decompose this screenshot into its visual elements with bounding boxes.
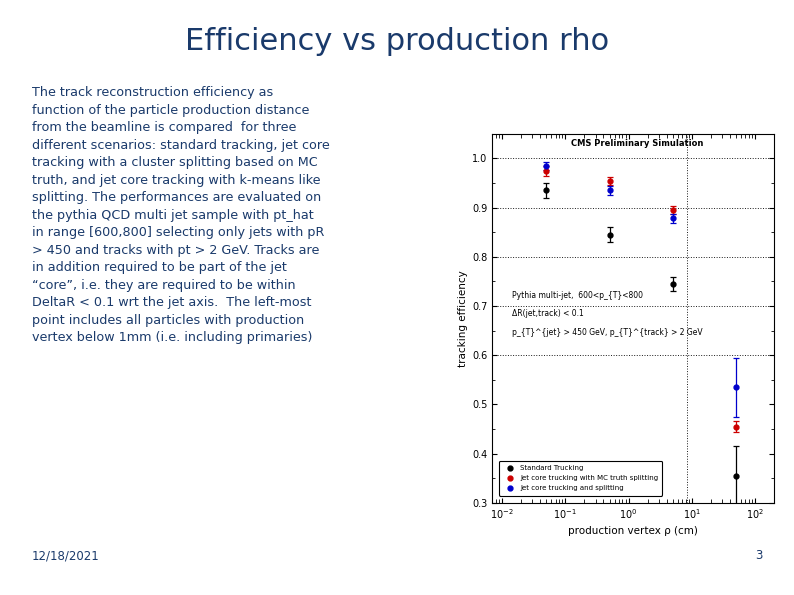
Y-axis label: tracking efficiency: tracking efficiency [458,270,468,367]
Legend: Standard Trucking, Jet core trucking with MC truth splitting, Jet core trucking : Standard Trucking, Jet core trucking wit… [499,461,662,496]
Text: Efficiency vs production rho: Efficiency vs production rho [185,27,609,56]
Text: 3: 3 [755,549,762,562]
Text: 12/18/2021: 12/18/2021 [32,549,99,562]
Text: ΔR(jet,track) < 0.1: ΔR(jet,track) < 0.1 [512,309,584,318]
X-axis label: production vertex ρ (cm): production vertex ρ (cm) [569,525,698,536]
Text: CMS Preliminary Simulation: CMS Preliminary Simulation [571,139,703,148]
Text: Pythia multi-jet,  600<p_{T}<800: Pythia multi-jet, 600<p_{T}<800 [512,291,643,300]
Text: The track reconstruction efficiency as
function of the particle production dista: The track reconstruction efficiency as f… [32,86,330,345]
Text: p_{T}^{jet} > 450 GeV, p_{T}^{track} > 2 GeV: p_{T}^{jet} > 450 GeV, p_{T}^{track} > 2… [512,327,703,337]
